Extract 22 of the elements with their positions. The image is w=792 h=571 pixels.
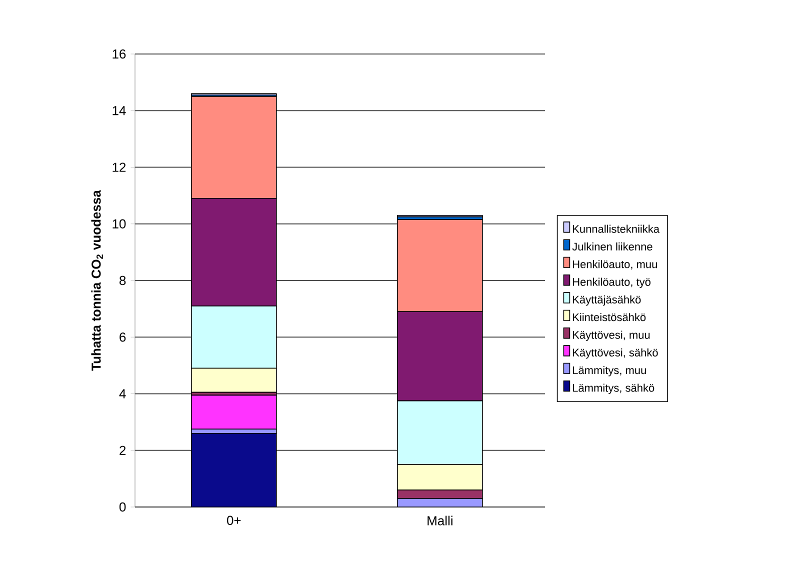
legend-label: Käyttäjäsähkö	[573, 295, 641, 306]
legend-label: Kunnallistekniikka	[573, 224, 660, 233]
x-tick-label: 0+	[226, 516, 241, 526]
legend-label: Henkilöauto, muu	[573, 260, 657, 270]
legend-label: Käyttövesi, muu	[573, 330, 650, 341]
y-tick-label: 2	[120, 446, 126, 455]
legend-label: Käyttövesi, sähkö	[573, 348, 658, 359]
x-tick-label: Malli	[428, 516, 452, 526]
legend-label: Henkilöauto, työ	[573, 278, 650, 288]
legend-label: Kiinteistösähkö	[573, 313, 646, 322]
y-tick-label: 0	[119, 502, 126, 512]
y-tick-label: 6	[120, 332, 126, 342]
y-tick-label: 14	[112, 106, 126, 116]
y-tick-label: 12	[112, 162, 126, 172]
y-tick-label: 8	[120, 276, 126, 286]
y-tick-label: 16	[112, 49, 126, 59]
y-tick-label: 10	[112, 219, 126, 228]
y-tick-label: 4	[119, 389, 126, 398]
legend-label: Lämmitys, sähkö	[573, 384, 654, 394]
legend-label: Lämmitys, muu	[573, 366, 646, 376]
y-axis-title: Tuhatta tonnia CO$_{2}$ vuodessa	[91, 190, 103, 371]
legend-label: Julkinen liikenne	[572, 242, 652, 251]
